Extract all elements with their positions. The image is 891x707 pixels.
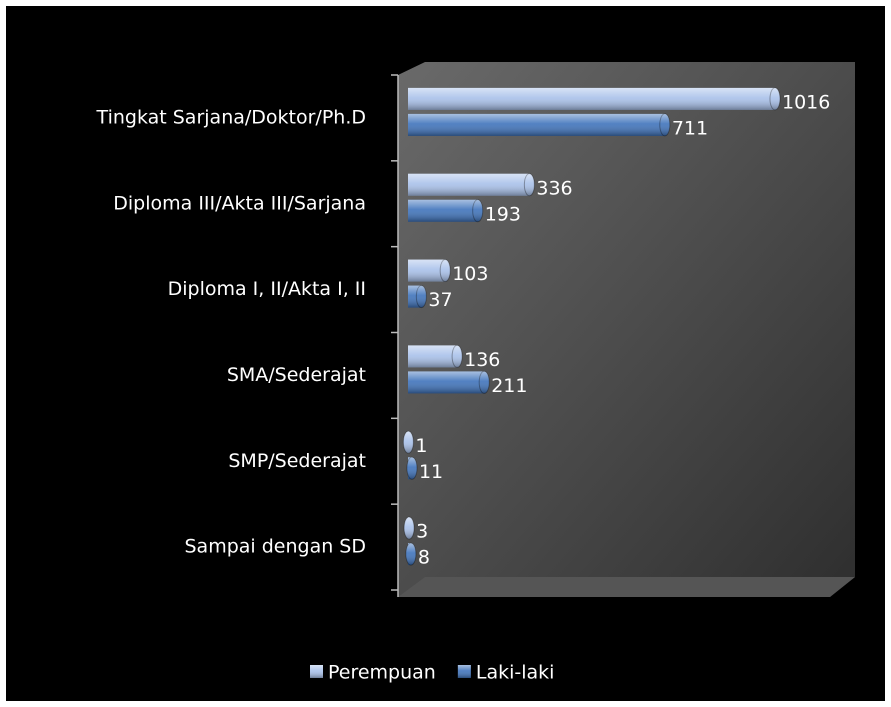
plot-back-wall bbox=[398, 62, 855, 597]
bar-cap-shade bbox=[452, 345, 463, 368]
data-label: 1016 bbox=[782, 91, 830, 113]
bar-cap-shade bbox=[524, 173, 535, 196]
plot-floor bbox=[398, 577, 855, 597]
y-tick-label: SMA/Sederajat bbox=[227, 364, 366, 386]
data-label: 8 bbox=[418, 547, 430, 569]
bar-cap-shade bbox=[659, 113, 670, 136]
bar-cap-shade bbox=[479, 371, 490, 394]
data-label: 711 bbox=[672, 117, 708, 139]
bar-shine bbox=[408, 113, 665, 136]
data-label: 37 bbox=[428, 289, 452, 311]
legend-label: Laki-laki bbox=[476, 662, 555, 684]
bar-shine bbox=[408, 371, 485, 394]
bar-cap-shade bbox=[403, 431, 414, 454]
bar-shine bbox=[408, 259, 446, 282]
bar-cap-shade bbox=[770, 87, 780, 110]
bar-cap-shade bbox=[404, 517, 415, 540]
data-label: 1 bbox=[415, 435, 427, 457]
y-tick-label: SMP/Sederajat bbox=[228, 450, 366, 472]
y-tick-label: Tingkat Sarjana/Doktor/Ph.D bbox=[96, 106, 366, 128]
data-label: 336 bbox=[536, 177, 572, 199]
data-label: 11 bbox=[419, 461, 443, 483]
legend-swatch-shine bbox=[457, 665, 471, 678]
y-tick-label: Diploma I, II/Akta I, II bbox=[168, 278, 366, 300]
data-label: 3 bbox=[416, 521, 428, 543]
y-tick-label: Sampai dengan SD bbox=[184, 536, 366, 558]
bar-cap-shade bbox=[472, 199, 483, 222]
bar-shine bbox=[408, 87, 775, 110]
y-tick-label: Diploma III/Akta III/Sarjana bbox=[113, 192, 366, 214]
legend-label: Perempuan bbox=[328, 662, 436, 684]
data-label: 103 bbox=[452, 263, 488, 285]
data-label: 193 bbox=[485, 203, 521, 225]
legend-swatch-shine bbox=[310, 665, 323, 678]
data-label: 211 bbox=[491, 375, 527, 397]
bar-shine bbox=[408, 173, 530, 196]
bar-shine bbox=[408, 199, 478, 222]
bar-cap-shade bbox=[440, 259, 451, 282]
data-label: 136 bbox=[464, 349, 500, 371]
bar-shine bbox=[408, 345, 458, 368]
bar-cap-shade bbox=[406, 457, 417, 480]
bar-cap-shade bbox=[416, 285, 427, 308]
bar-cap-shade bbox=[405, 543, 416, 566]
